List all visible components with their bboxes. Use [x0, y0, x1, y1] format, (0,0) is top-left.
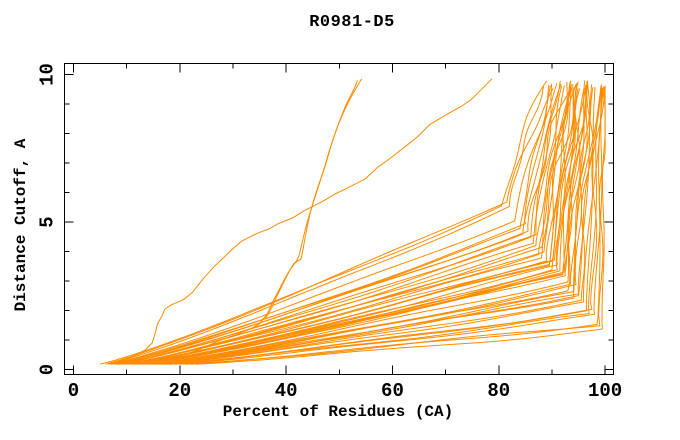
curve-early-riser-2b	[264, 78, 363, 320]
curve-bundle	[129, 88, 579, 365]
curve-early-riser-2a	[179, 80, 358, 357]
curve-early-riser-1	[113, 78, 493, 365]
curve-bundle	[139, 80, 588, 365]
axes-group	[64, 63, 614, 375]
curve-bundle	[147, 84, 576, 365]
curve-series-group	[99, 78, 606, 365]
curve-bundle	[147, 87, 587, 365]
curve-bundle	[118, 80, 561, 365]
curve-bundle	[174, 86, 605, 365]
x-tick-label: 20	[168, 380, 191, 402]
curve-bundle	[139, 88, 572, 365]
curve-bundle	[121, 83, 553, 365]
curve-bundle	[99, 80, 548, 365]
curve-bundle	[129, 87, 572, 365]
x-tick-label: 40	[275, 380, 298, 402]
curve-bundle	[190, 88, 606, 365]
curve-bundle	[158, 80, 591, 365]
y-tick-label: 0	[37, 364, 59, 375]
curve-bundle	[166, 87, 603, 365]
curve-bundle	[195, 85, 606, 365]
curve-bundle	[105, 88, 554, 365]
curve-bundle	[110, 85, 551, 365]
x-tick-label: 60	[381, 380, 404, 402]
chart-title: R0981-D5	[309, 13, 395, 32]
x-axis-label: Percent of Residues (CA)	[222, 403, 454, 421]
curve-bundle	[169, 84, 603, 365]
curve-bundle	[118, 80, 572, 365]
curve-bundle	[158, 87, 602, 365]
curve-bundle	[179, 87, 603, 365]
tick-labels-group: 0 20 40 60 80 100 0 5 10	[37, 63, 623, 402]
curve-bundle	[163, 85, 602, 365]
y-tick-label: 5	[37, 216, 59, 227]
curve-bundle	[150, 81, 588, 365]
curve-bundle	[131, 84, 577, 365]
curve-bundle	[126, 85, 563, 365]
x-tick-label: 0	[68, 380, 79, 402]
x-tick-label: 100	[588, 380, 622, 402]
curve-bundle	[142, 83, 578, 365]
curve-bundle	[163, 87, 594, 365]
curve-bundle	[115, 83, 573, 365]
curve-bundle	[153, 87, 594, 365]
curve-bundle	[126, 87, 575, 365]
curve-bundle	[185, 87, 605, 365]
y-tick-label: 10	[37, 63, 59, 86]
curve-bundle	[115, 84, 550, 365]
curve-bundle	[107, 86, 545, 365]
x-tick-label: 80	[487, 380, 510, 402]
